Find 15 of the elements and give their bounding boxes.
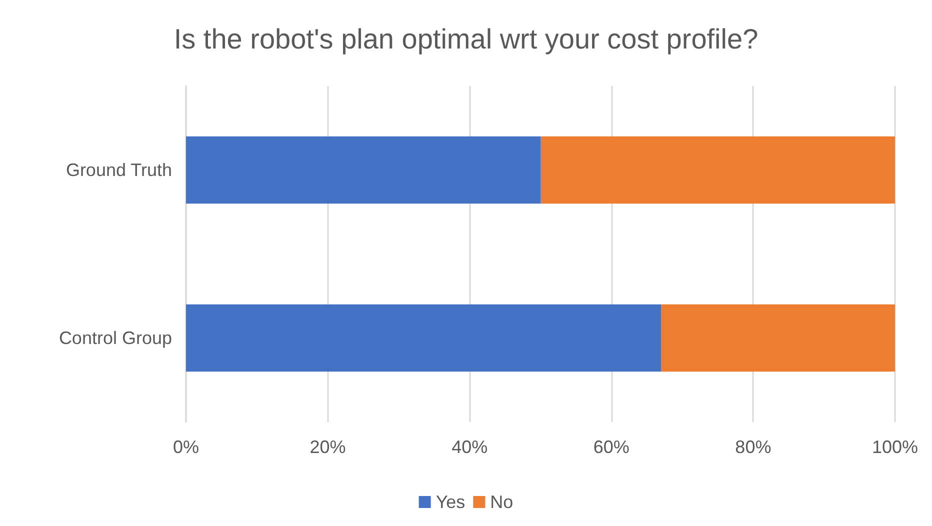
bar <box>186 304 662 372</box>
chart-title: Is the robot's plan optimal wrt your cost profile? <box>174 24 758 54</box>
bar <box>186 136 540 204</box>
x-tick-label: 20% <box>310 437 346 457</box>
y-tick-label: Ground Truth <box>66 160 172 180</box>
x-tick-label: 40% <box>452 437 488 457</box>
x-tick-label: 0% <box>172 437 200 457</box>
legend-label: No <box>490 492 514 512</box>
y-tick-label: Control Group <box>58 328 172 348</box>
x-tick-label: 100% <box>872 437 918 457</box>
x-tick-label: 60% <box>593 437 630 457</box>
bar <box>540 136 895 204</box>
x-tick-label: 80% <box>735 437 772 457</box>
legend-label: Yes <box>436 492 466 512</box>
bar <box>661 304 895 372</box>
